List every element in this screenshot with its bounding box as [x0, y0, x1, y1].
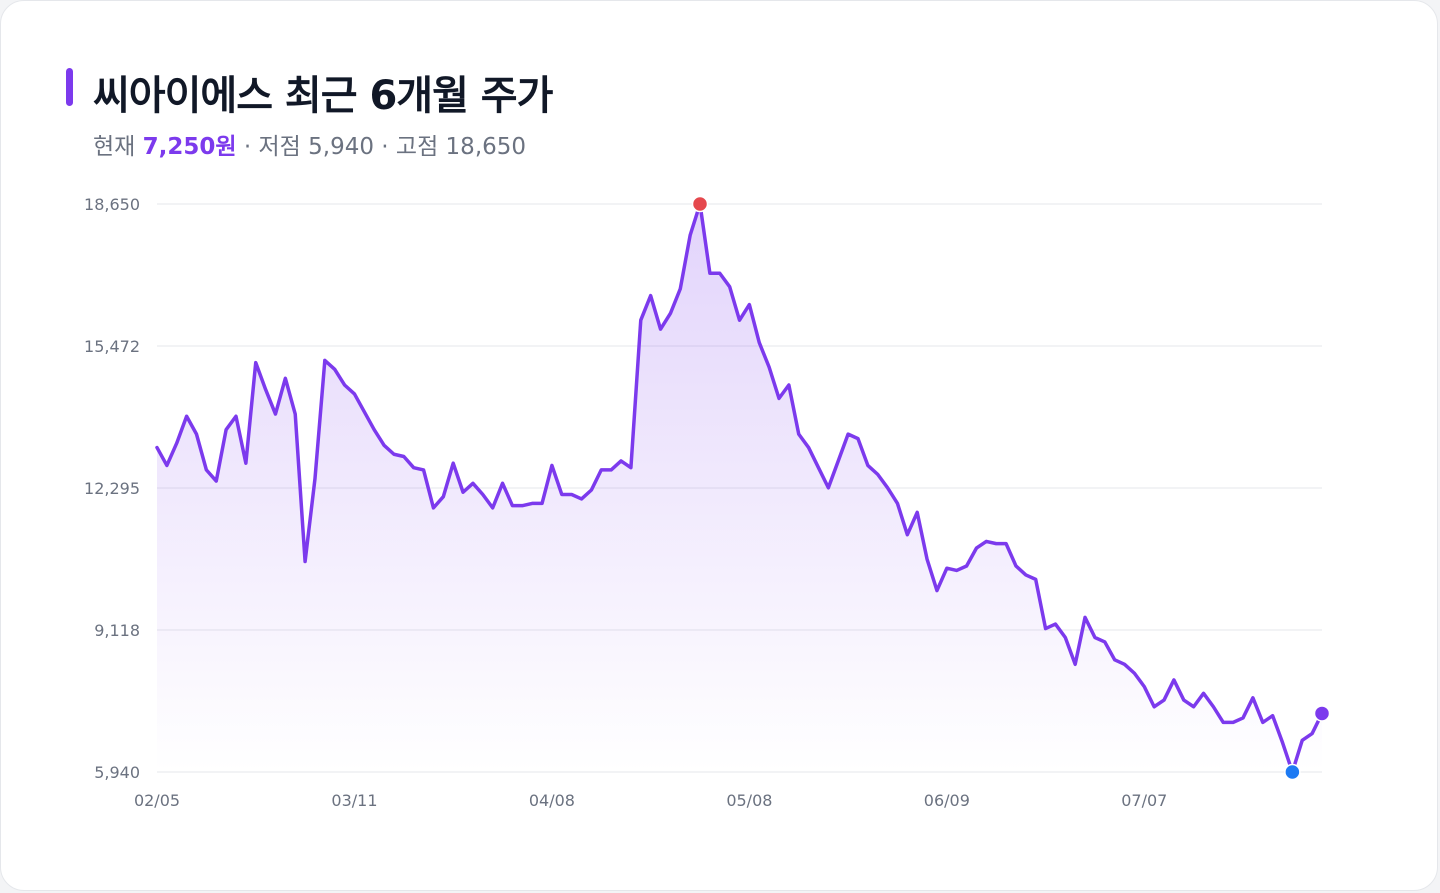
x-axis: 02/05 03/11 04/08 05/08 06/09 07/07: [134, 791, 1167, 810]
high-price: · 고점 18,650: [381, 134, 527, 160]
price-area: [157, 204, 1322, 772]
low-price: · 저점 5,940: [243, 134, 374, 160]
current-point-marker: [1313, 705, 1331, 722]
y-tick-label: 5,940: [94, 763, 140, 782]
x-tick-label: 06/09: [924, 791, 970, 810]
x-tick-label: 02/05: [134, 791, 180, 810]
y-axis: 5,940 9,118 12,295 15,472 18,650: [84, 195, 140, 782]
y-tick-label: 9,118: [94, 621, 140, 640]
current-price: 7,250원: [142, 134, 237, 160]
chart-title: 씨아이에스 최근 6개월 주가: [93, 73, 553, 119]
x-tick-label: 04/08: [529, 791, 575, 810]
price-summary: 현재 7,250원 · 저점 5,940 · 고점 18,650: [93, 127, 526, 161]
low-point-marker: [1284, 763, 1301, 781]
y-tick-label: 12,295: [84, 479, 140, 498]
x-tick-label: 03/11: [331, 791, 377, 810]
price-line: [155, 202, 1324, 774]
high-point-marker: [691, 195, 709, 213]
y-tick-label: 18,650: [84, 195, 140, 214]
x-tick-label: 07/07: [1121, 791, 1167, 810]
markers: [691, 195, 1331, 781]
y-tick-label: 15,472: [84, 337, 140, 356]
title-accent-bar: [66, 68, 73, 106]
x-tick-label: 05/08: [726, 791, 772, 810]
current-label: 현재: [93, 134, 136, 160]
